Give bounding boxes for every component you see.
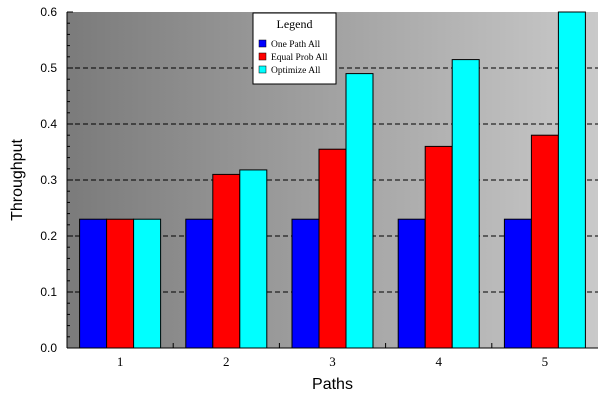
legend-label: Optimize All [271, 66, 321, 76]
legend-swatch [258, 39, 267, 48]
legend-swatch [258, 65, 267, 74]
bar-optimize-all-2 [239, 169, 268, 349]
bar-optimize-all-3 [345, 73, 374, 349]
y-tick-label: 0.0 [40, 341, 57, 355]
bar-one-path-all-2 [185, 218, 214, 349]
bar-optimize-all-1 [133, 218, 162, 349]
legend-label: One Path All [271, 40, 320, 50]
x-tick-label: 2 [223, 354, 230, 369]
bar-one-path-all-3 [291, 218, 320, 349]
legend: Legend One Path All Equal Prob All Optimiz… [252, 12, 337, 85]
x-tick-label: 5 [542, 354, 549, 369]
x-axis-label: Paths [312, 376, 353, 393]
bar-equal-prob-all-5 [530, 134, 559, 349]
axes [66, 11, 598, 349]
bar-equal-prob-all-1 [106, 218, 135, 349]
bar-one-path-all-4 [397, 218, 426, 349]
bar-one-path-all-5 [503, 218, 532, 349]
legend-label: Equal Prob All [271, 53, 328, 63]
x-tick-label: 4 [435, 354, 442, 369]
y-tick-labels: 0.0 0.1 0.2 0.3 0.4 0.5 0.6 [40, 5, 57, 355]
y-tick-label: 0.5 [40, 61, 57, 75]
legend-items: One Path All Equal Prob All Optimize All [258, 39, 328, 76]
y-axis-label: Throughput [9, 139, 26, 221]
y-tick-label: 0.1 [40, 285, 57, 299]
bar-optimize-all-5 [557, 11, 586, 349]
bar-one-path-all-1 [79, 218, 108, 349]
x-tick-label: 1 [117, 354, 124, 369]
x-tick-label: 3 [329, 354, 336, 369]
y-tick-label: 0.2 [40, 229, 57, 243]
bar-equal-prob-all-3 [318, 148, 347, 349]
y-tick-label: 0.4 [40, 117, 57, 131]
legend-swatch [258, 52, 267, 61]
bar-equal-prob-all-4 [424, 145, 453, 349]
legend-title: Legend [277, 17, 313, 31]
legend-box [252, 12, 337, 85]
x-tick-labels: 1 2 3 4 5 [117, 354, 548, 369]
y-tick-label: 0.6 [40, 5, 57, 19]
y-tick-label: 0.3 [40, 173, 57, 187]
bar-equal-prob-all-2 [212, 173, 241, 349]
bar-optimize-all-4 [451, 59, 480, 349]
bars [79, 11, 586, 349]
